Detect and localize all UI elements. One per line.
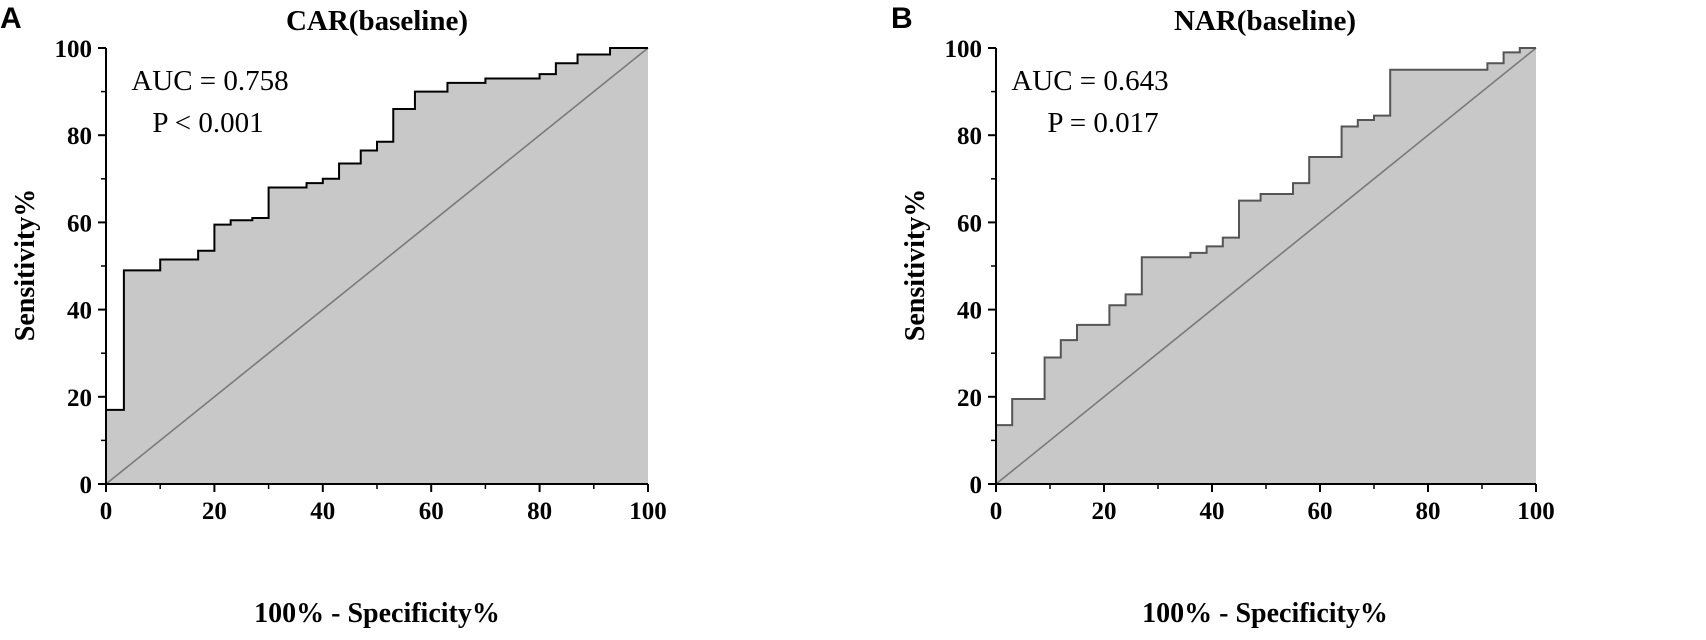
y-tick-label: 80 — [957, 123, 982, 150]
p-value-annotation-a: P < 0.001 — [152, 107, 263, 139]
x-tick-label: 0 — [100, 498, 113, 525]
y-axis-label-a: Sensitivity% — [10, 189, 41, 341]
reference-line — [105, 47, 649, 485]
x-tick-label: 60 — [1308, 498, 1333, 525]
y-tick-label: 60 — [957, 210, 982, 237]
panel-b: B NAR(baseline) 0 20 40 60 80 100 0 20 40 60 80 100… — [891, 2, 1555, 629]
x-tick-label: 0 — [990, 498, 1003, 525]
auc-annotation-b: AUC = 0.643 — [1011, 65, 1168, 97]
chart-title-b: NAR(baseline) — [1174, 5, 1356, 37]
p-value-annotation-b: P = 0.017 — [1047, 107, 1158, 139]
y-tick-label: 100 — [55, 36, 93, 63]
panel-letter-a: A — [0, 2, 22, 35]
x-tick-label: 20 — [202, 498, 227, 525]
x-tick-label: 100 — [1517, 498, 1555, 525]
plot-area-a: 0 20 40 60 80 100 0 20 40 60 80 100 — [55, 36, 667, 525]
y-tick-label: 40 — [957, 298, 982, 325]
auc-annotation-a: AUC = 0.758 — [131, 65, 288, 97]
x-axis-label-a: 100% - Specificity% — [254, 598, 500, 629]
y-axis-label-b: Sensitivity% — [900, 189, 931, 341]
plot-area-b: 0 20 40 60 80 100 0 20 40 60 80 100 — [945, 36, 1555, 525]
x-tick-label: 60 — [419, 498, 444, 525]
reference-line — [995, 47, 1537, 485]
chart-title-a: CAR(baseline) — [286, 5, 468, 37]
y-tick-label: 60 — [67, 210, 92, 237]
x-tick-label: 40 — [1200, 498, 1225, 525]
x-axis-label-b: 100% - Specificity% — [1142, 598, 1388, 629]
panel-letter-b: B — [891, 2, 913, 35]
y-tick-label: 20 — [957, 385, 982, 412]
x-tick-label: 100 — [629, 498, 667, 525]
panel-a: A CAR(baseline) 0 20 40 60 80 100 0 20 40 60 80 100… — [0, 2, 667, 629]
x-tick-label: 80 — [527, 498, 552, 525]
y-tick-label: 0 — [970, 472, 983, 499]
y-tick-label: 100 — [945, 36, 983, 63]
x-tick-label: 40 — [310, 498, 335, 525]
x-tick-label: 20 — [1092, 498, 1117, 525]
y-tick-label: 0 — [80, 472, 93, 499]
y-tick-label: 20 — [67, 385, 92, 412]
x-tick-label: 80 — [1416, 498, 1441, 525]
y-tick-label: 40 — [67, 298, 92, 325]
roc-curve — [996, 47, 1536, 427]
roc-curve — [106, 47, 648, 411]
y-tick-label: 80 — [67, 123, 92, 150]
